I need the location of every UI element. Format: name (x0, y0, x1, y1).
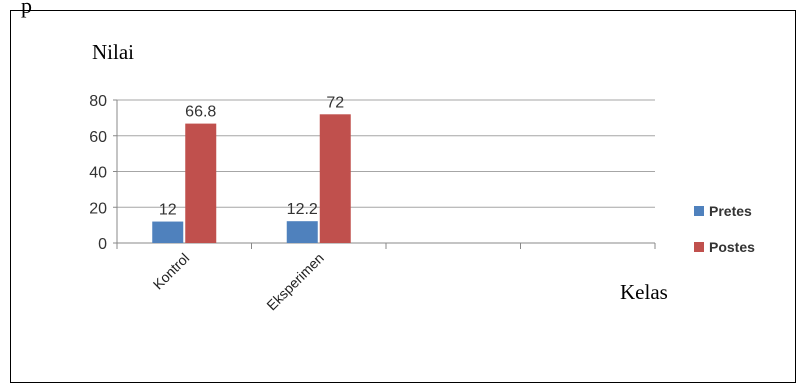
legend-label-pretes: Pretes (709, 203, 752, 219)
bar-postes-eksperimen (319, 114, 351, 243)
y-tick-label-60: 60 (89, 129, 107, 146)
legend-item-postes: Postes (694, 239, 755, 255)
legend: Pretes Postes (694, 203, 755, 275)
legend-swatch-pretes (694, 206, 704, 216)
figure-frame: p (10, 0, 796, 383)
bar-postes-kontrol (185, 123, 217, 243)
bar-pretes-eksperimen (286, 221, 318, 243)
x-axis-label: Kelas (620, 280, 668, 304)
legend-label-postes: Postes (709, 239, 755, 255)
data-label-postes-kontrol: 66.8 (185, 104, 216, 121)
data-label-postes-eksperimen: 72 (326, 94, 344, 111)
category-label-eksperimen: Eksperimen (263, 250, 327, 314)
y-tick-label-40: 40 (89, 165, 107, 182)
y-axis-label: Nilai (92, 40, 134, 64)
y-tick-label-20: 20 (89, 200, 107, 217)
y-tick-label-80: 80 (89, 93, 107, 110)
data-label-pretes-kontrol: 12 (159, 202, 177, 219)
category-label-kontrol: Kontrol (150, 250, 193, 293)
bar-pretes-kontrol (152, 221, 184, 243)
legend-item-pretes: Pretes (694, 203, 755, 219)
data-label-pretes-eksperimen: 12.2 (287, 201, 318, 218)
cropped-caption-text: p (21, 0, 32, 18)
y-tick-label-0: 0 (98, 236, 107, 253)
legend-swatch-postes (694, 242, 704, 252)
